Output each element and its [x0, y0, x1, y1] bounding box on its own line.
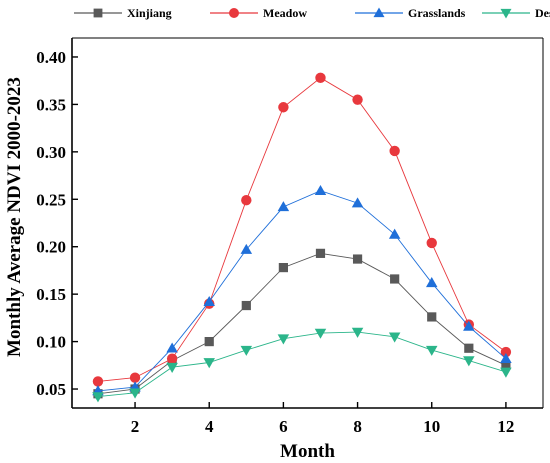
- y-tick-label: 0.25: [36, 190, 66, 209]
- data-point-meadow: [166, 353, 178, 364]
- y-tick-label: 0.05: [36, 380, 66, 399]
- data-point-xinjiang: [315, 248, 326, 258]
- x-axis-title: Month: [280, 441, 335, 462]
- data-point-meadow: [129, 372, 141, 383]
- data-point-grasslands: [166, 342, 178, 353]
- data-point-meadow: [389, 145, 400, 157]
- data-point-desert: [388, 332, 401, 343]
- data-point-grasslands: [240, 243, 253, 254]
- data-point-meadow: [241, 195, 252, 206]
- data-point-grasslands: [425, 277, 438, 288]
- x-tick-label: 12: [497, 417, 514, 436]
- data-point-desert: [92, 392, 104, 403]
- data-point-grasslands: [277, 201, 290, 212]
- data-point-grasslands: [314, 184, 327, 196]
- data-point-xinjiang: [501, 360, 511, 370]
- y-tick-label: 0.35: [36, 95, 66, 114]
- y-tick-label: 0.15: [36, 285, 66, 304]
- x-tick-label: 4: [205, 417, 214, 436]
- data-point-xinjiang: [241, 300, 251, 311]
- data-point-grasslands: [500, 352, 512, 363]
- data-point-meadow: [278, 102, 289, 113]
- legend-marker-grasslands: [373, 7, 385, 18]
- x-tick-label: 2: [131, 417, 140, 436]
- x-tick-label: 10: [423, 417, 440, 436]
- data-point-desert: [500, 367, 512, 378]
- legend-item-desert: Desert: [482, 6, 550, 20]
- y-tick-label: 0.30: [36, 143, 66, 162]
- series-line-meadow: [97, 77, 507, 382]
- axes: 2 4 6 8 10 12 0.05 0.10 0.15 0.20 0.25 0.30 0.35 0.40: [36, 37, 544, 436]
- data-point-xinjiang: [204, 336, 214, 347]
- legend: Xinjiang Meadow Grasslands Desert: [74, 6, 550, 20]
- data-point-grasslands: [388, 228, 401, 239]
- series-desert: [92, 327, 512, 403]
- x-tick-label: 6: [279, 417, 288, 436]
- y-tick-label: 0.40: [36, 48, 66, 67]
- legend-item-xinjiang: Xinjiang: [74, 6, 172, 20]
- legend-label-desert: Desert: [535, 6, 550, 20]
- legend-marker-xinjiang: [93, 8, 103, 18]
- y-tick-label: 0.20: [36, 238, 66, 257]
- data-point-xinjiang: [427, 312, 437, 322]
- data-point-grasslands: [203, 295, 215, 307]
- data-point-desert: [166, 362, 178, 373]
- data-point-desert: [425, 345, 438, 356]
- y-axis-title: Monthly Average NDVI 2000-2023: [4, 77, 25, 357]
- series-line-desert: [97, 331, 507, 398]
- data-point-desert: [314, 328, 327, 339]
- legend-label-grasslands: Grasslands: [408, 6, 466, 20]
- data-point-meadow: [315, 72, 326, 84]
- data-point-meadow: [500, 346, 512, 358]
- data-point-xinjiang: [352, 254, 363, 264]
- series-line-grasslands: [97, 190, 507, 392]
- series-xinjiang: [93, 248, 511, 399]
- data-point-desert: [463, 356, 475, 367]
- legend-item-meadow: Meadow: [210, 6, 307, 20]
- legend-item-grasslands: Grasslands: [355, 6, 466, 20]
- data-point-grasslands: [351, 197, 364, 208]
- y-tick-label: 0.10: [36, 333, 66, 352]
- data-point-xinjiang: [390, 274, 400, 284]
- data-point-desert: [277, 334, 290, 345]
- data-point-meadow: [426, 237, 437, 249]
- data-point-xinjiang: [278, 262, 288, 273]
- data-point-meadow: [352, 94, 363, 105]
- series-meadow: [92, 72, 512, 387]
- legend-marker-meadow: [229, 8, 239, 18]
- data-point-desert: [240, 345, 253, 356]
- legend-label-xinjiang: Xinjiang: [127, 6, 172, 20]
- data-point-grasslands: [463, 320, 475, 331]
- data-point-xinjiang: [464, 343, 474, 353]
- series-layer: [92, 72, 512, 403]
- x-tick-label: 8: [353, 417, 362, 436]
- data-point-desert: [351, 327, 364, 338]
- series-line-xinjiang: [97, 252, 507, 395]
- data-point-desert: [129, 388, 141, 399]
- data-point-desert: [203, 358, 215, 369]
- series-grasslands: [92, 184, 512, 396]
- legend-marker-desert: [500, 8, 512, 19]
- legend-label-meadow: Meadow: [263, 6, 307, 20]
- data-point-meadow: [92, 376, 104, 387]
